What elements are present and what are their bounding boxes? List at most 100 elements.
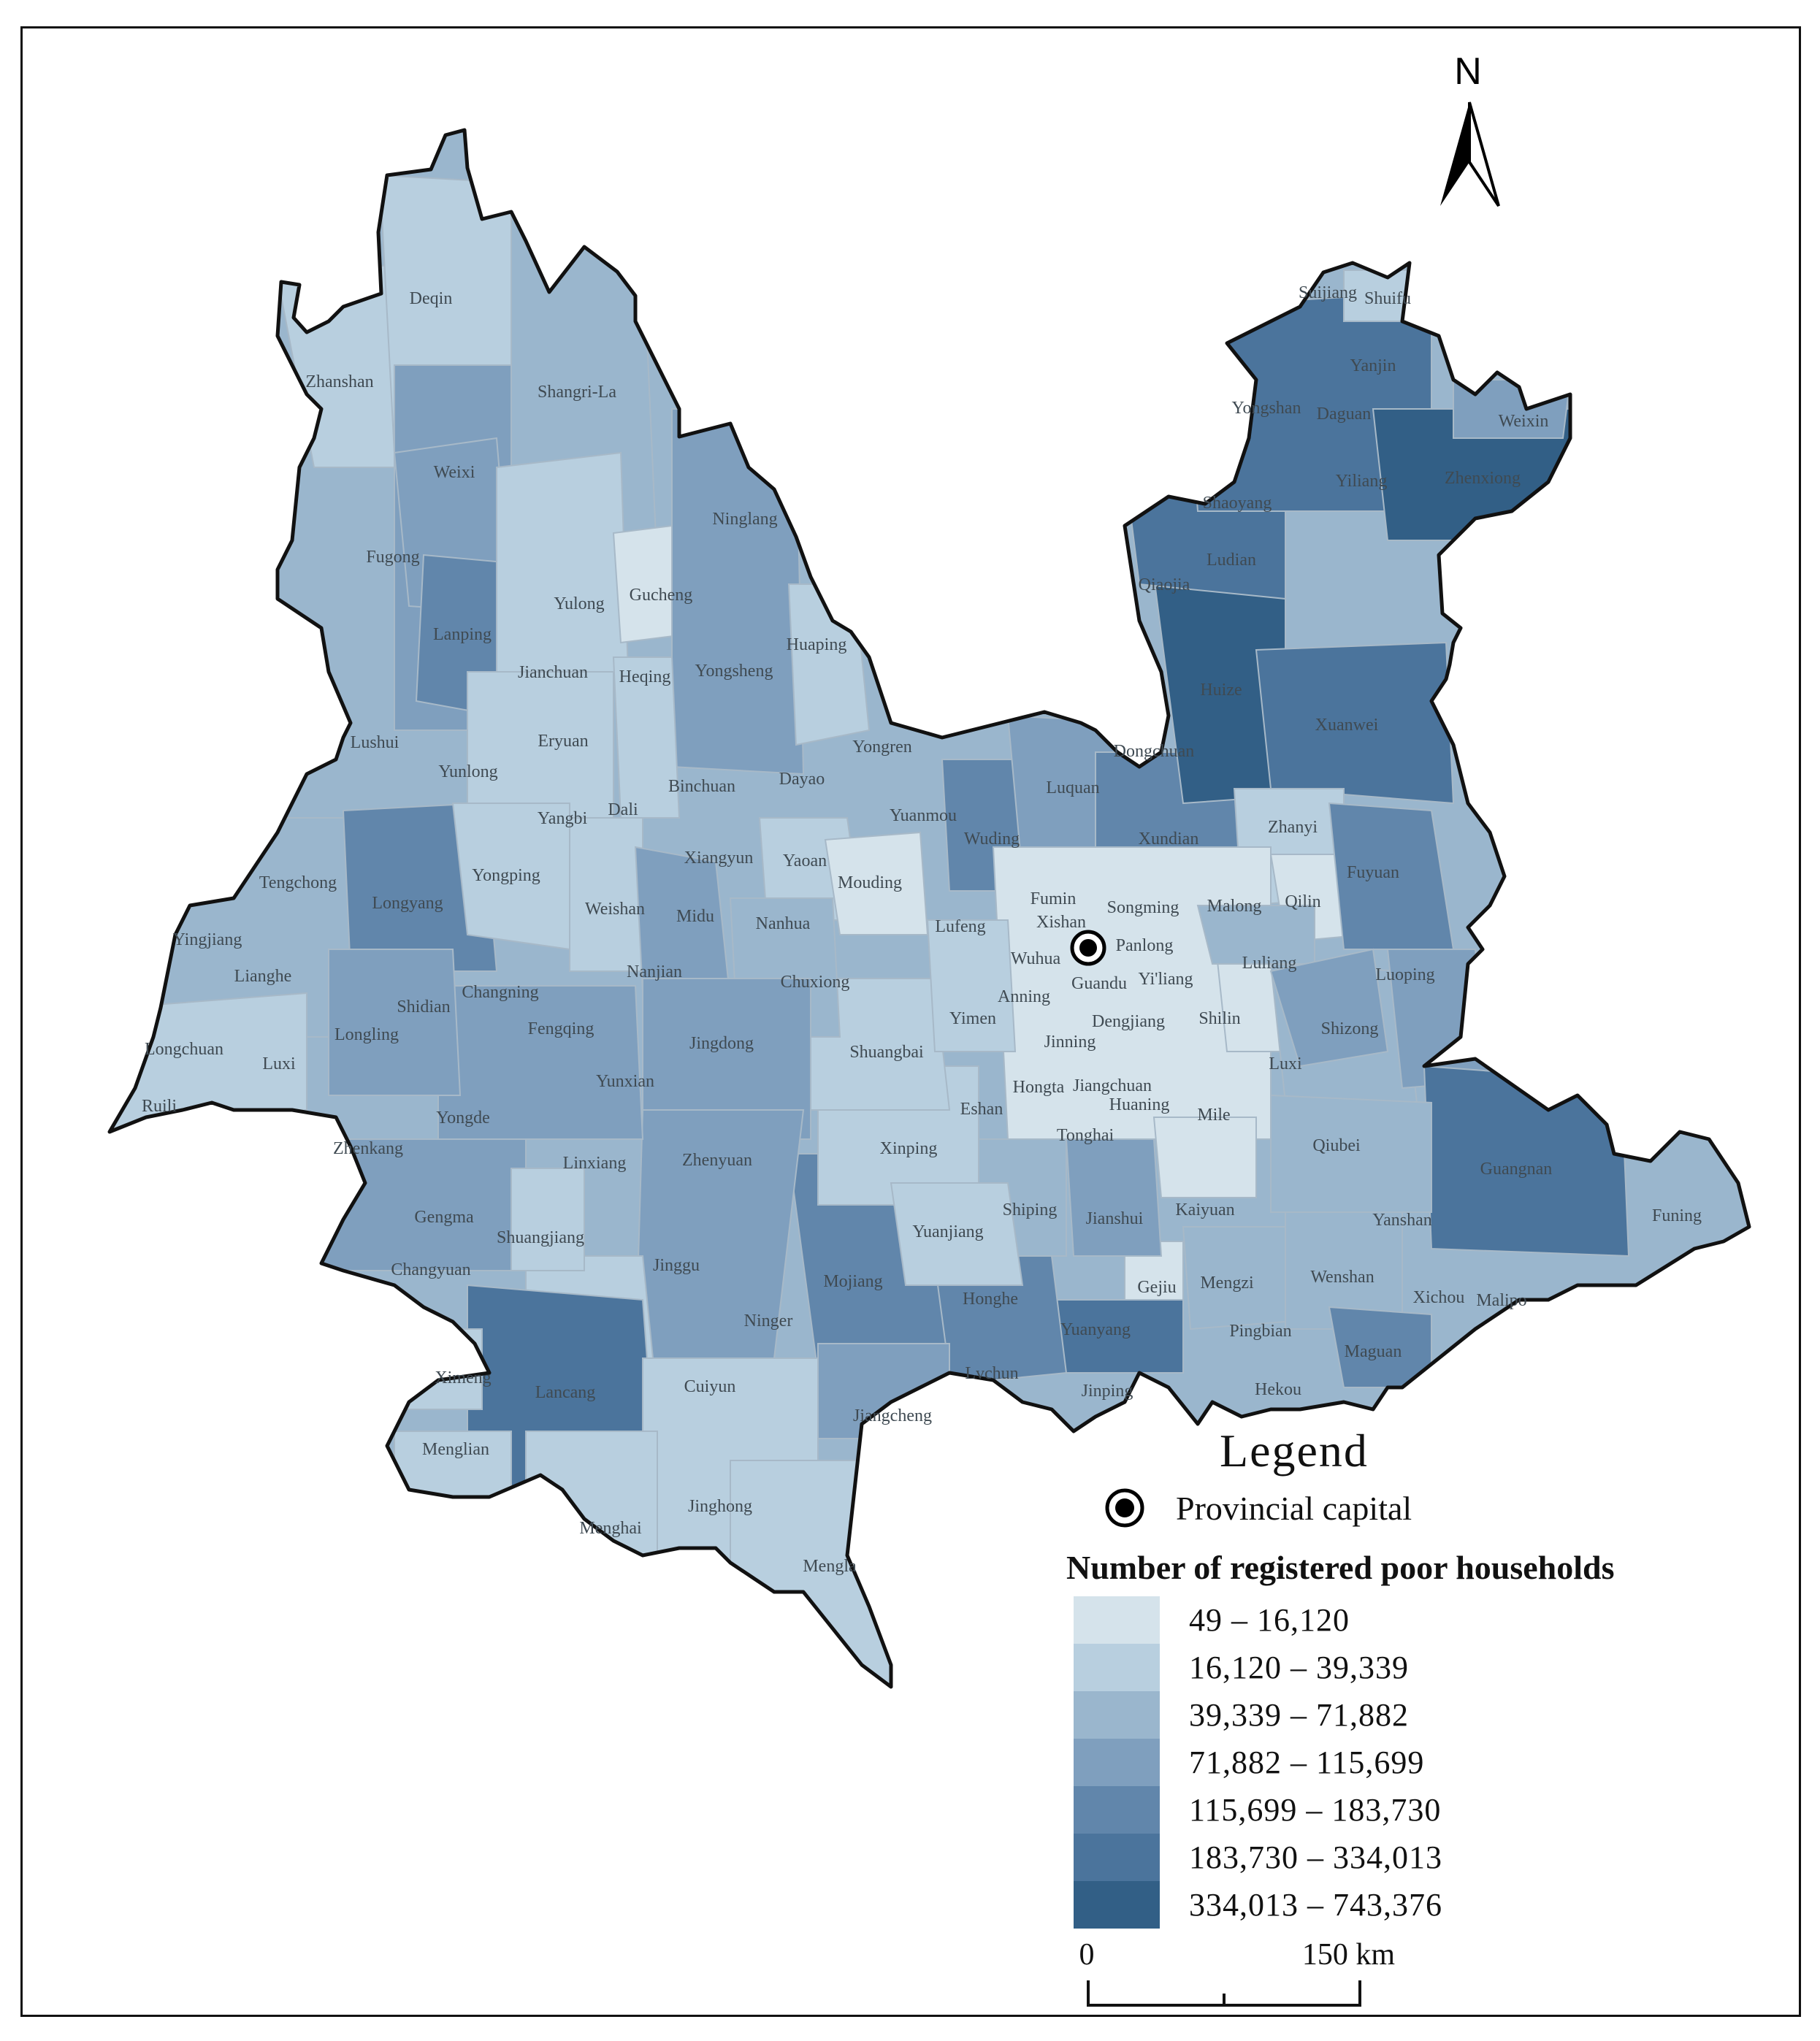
north-label: N (1454, 50, 1482, 93)
label-binchuan: Binchuan (668, 777, 735, 796)
label-xinping: Xinping (880, 1139, 938, 1158)
label-fugong: Fugong (366, 548, 419, 567)
label-yaoan: Yaoan (783, 851, 827, 870)
label-zhenyuan: Zhenyuan (682, 1151, 752, 1170)
scale-start-label: 0 (1079, 1938, 1095, 1972)
label-shidian: Shidian (397, 997, 450, 1016)
label-dayao: Dayao (779, 770, 825, 789)
label-yongren: Yongren (852, 738, 912, 757)
legend-class-label: 183,730 – 334,013 (1189, 1839, 1442, 1875)
label-lvchun: Lvchun (965, 1364, 1018, 1383)
label-maguan: Maguan (1345, 1342, 1402, 1361)
label-menghai: Menghai (579, 1519, 642, 1538)
label-funing: Funing (1652, 1206, 1702, 1225)
label-panlong: Panlong (1116, 936, 1174, 955)
label-malong: Malong (1207, 897, 1262, 916)
label-yunxian: Yunxian (596, 1072, 654, 1091)
label-yimen: Yimen (949, 1009, 996, 1028)
label-deqin: Deqin (410, 289, 453, 308)
province-outline (107, 128, 1751, 1689)
label-fuyuan: Fuyuan (1347, 863, 1399, 882)
label-chuxiong: Chuxiong (781, 973, 850, 992)
label-shaoyang: Shaoyang (1203, 494, 1272, 513)
label-yanshan: Yanshan (1372, 1211, 1432, 1230)
label-weixin: Weixin (1499, 412, 1549, 431)
capital-label: Provincial capital (1176, 1489, 1412, 1527)
label-xundian: Xundian (1139, 830, 1199, 849)
label-gucheng: Gucheng (630, 586, 693, 605)
label-longyang: Longyang (372, 894, 443, 913)
label-luxi-east: Luxi (1269, 1054, 1302, 1073)
legend-swatch (1074, 1786, 1160, 1834)
legend-class-label: 16,120 – 39,339 (1189, 1650, 1409, 1685)
legend-swatch (1074, 1739, 1160, 1786)
label-qilin: Qilin (1285, 892, 1320, 911)
legend-class-row: 115,699 – 183,730 (1074, 1786, 1442, 1834)
label-zhanshan: Zhanshan (305, 372, 373, 391)
label-zhenkang: Zhenkang (333, 1139, 403, 1158)
label-xuanwei: Xuanwei (1315, 716, 1379, 735)
legend-swatch (1074, 1644, 1160, 1691)
legend-class-label: 334,013 – 743,376 (1189, 1887, 1442, 1923)
legend-class-row: 16,120 – 39,339 (1074, 1644, 1442, 1691)
label-huize: Huize (1200, 681, 1242, 700)
label-ludian: Ludian (1207, 551, 1256, 570)
label-malipo: Malipo (1476, 1291, 1526, 1310)
label-menglian: Menglian (422, 1440, 489, 1459)
label-jinping: Jinping (1082, 1382, 1133, 1401)
label-suijiang: Suijiang (1299, 283, 1357, 302)
label-yiliang: Yi'liang (1139, 970, 1193, 989)
scale-bar: 0 150 km (1079, 1938, 1395, 2007)
label-luoping: Luoping (1375, 965, 1434, 984)
label-dongchuan: Dongchuan (1114, 742, 1195, 761)
label-jingdong: Jingdong (689, 1034, 754, 1053)
legend: Legend Provincial capital Number of regi… (1066, 1424, 1767, 1979)
label-hekou: Hekou (1255, 1380, 1301, 1399)
provincial-capital-marker (1070, 930, 1106, 966)
label-yuanjiang: Yuanjiang (912, 1222, 983, 1241)
label-anning: Anning (998, 987, 1050, 1006)
label-shuangjiang: Shuangjiang (497, 1228, 584, 1247)
label-yangbi: Yangbi (538, 809, 588, 828)
legend-class-row: 71,882 – 115,699 (1074, 1739, 1442, 1786)
label-mengzi: Mengzi (1200, 1274, 1254, 1293)
label-wuding: Wuding (964, 830, 1020, 849)
legend-swatch (1074, 1691, 1160, 1739)
label-yiliang-north: Yiliang (1336, 472, 1388, 491)
legend-class-label: 115,699 – 183,730 (1189, 1792, 1442, 1828)
label-ninglang: Ninglang (712, 510, 777, 529)
label-yuanyang: Yuanyang (1060, 1320, 1131, 1339)
label-yingjiang: Yingjiang (173, 930, 242, 949)
label-tonghai: Tonghai (1057, 1126, 1114, 1145)
capital-symbol-icon (1105, 1488, 1144, 1528)
label-yongshan: Yongshan (1232, 399, 1301, 418)
label-songming: Songming (1107, 898, 1179, 917)
label-kaiyuan: Kaiyuan (1175, 1201, 1234, 1219)
classes-title: Number of registered poor households (1066, 1549, 1615, 1586)
label-yunlong: Yunlong (438, 762, 497, 781)
label-shuifu: Shuifu (1364, 289, 1411, 308)
label-yongde: Yongde (436, 1108, 490, 1127)
legend-class-label: 39,339 – 71,882 (1189, 1697, 1409, 1733)
legend-swatch (1074, 1834, 1160, 1881)
label-longling: Longling (334, 1025, 399, 1044)
north-arrow-icon (1440, 102, 1500, 207)
label-eshan: Eshan (960, 1100, 1003, 1119)
label-mengla: Mengla (803, 1557, 857, 1576)
label-fumin: Fumin (1031, 889, 1077, 908)
label-qiubei: Qiubei (1312, 1136, 1361, 1155)
label-luquan: Luquan (1046, 778, 1099, 797)
label-ximeng: Ximeng (435, 1368, 491, 1387)
label-shangrila: Shangri-La (538, 383, 616, 402)
label-dali: Dali (608, 800, 638, 819)
label-shizong: Shizong (1321, 1019, 1379, 1038)
label-huaning: Huaning (1109, 1095, 1170, 1114)
label-jianchuan: Jianchuan (518, 663, 588, 682)
label-ruili: Ruili (142, 1097, 177, 1116)
label-lianghe: Lianghe (234, 967, 292, 986)
label-weixi: Weixi (434, 463, 475, 482)
label-jiangchuan: Jiangchuan (1073, 1076, 1152, 1095)
label-yulong: Yulong (554, 594, 604, 613)
label-wenshan: Wenshan (1310, 1268, 1374, 1287)
label-yongping: Yongping (472, 866, 540, 885)
